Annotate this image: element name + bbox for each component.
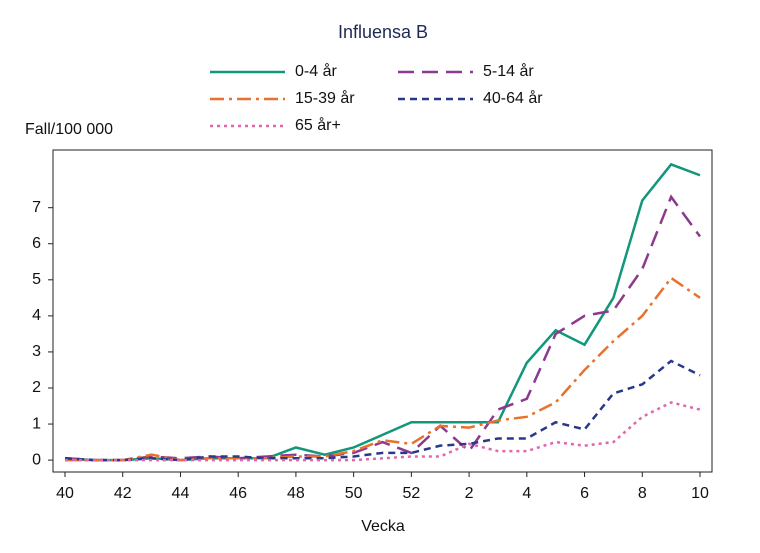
x-tick-label: 42	[114, 485, 132, 502]
x-tick-label: 40	[56, 485, 74, 502]
series-line	[65, 276, 701, 462]
y-tick-label: 5	[32, 271, 41, 288]
y-axis-label: Fall/100 000	[25, 121, 113, 138]
plot-frame	[52, 149, 713, 473]
x-tick-label: 4	[522, 485, 531, 502]
x-tick-label: 10	[691, 485, 709, 502]
x-tick-label: 46	[229, 485, 247, 502]
legend-label: 40-64 år	[483, 89, 543, 107]
x-tick-label: 8	[638, 485, 647, 502]
y-tick-label: 1	[32, 415, 41, 432]
series-line	[65, 401, 701, 462]
y-tick-label: 2	[32, 379, 41, 396]
y-tick-label: 7	[32, 199, 41, 216]
legend-label: 0-4 år	[295, 62, 337, 80]
x-tick-label: 50	[345, 485, 363, 502]
x-tick-label: 44	[172, 485, 190, 502]
x-tick-label: 2	[465, 485, 474, 502]
legend-label: 5-14 år	[483, 62, 534, 80]
y-tick-label: 0	[32, 451, 41, 468]
x-tick-label: 52	[402, 485, 420, 502]
y-tick-label: 6	[32, 235, 41, 252]
legend-label: 65 år+	[295, 116, 341, 134]
series-line	[64, 359, 701, 462]
series-line	[64, 194, 702, 462]
x-tick-label: 6	[580, 485, 589, 502]
x-axis-label: Vecka	[361, 518, 405, 535]
y-tick-label: 4	[32, 307, 41, 324]
legend-label: 15-39 år	[295, 89, 355, 107]
x-tick-label: 48	[287, 485, 305, 502]
chart-title: Influensa B	[338, 22, 428, 42]
y-tick-label: 3	[32, 343, 41, 360]
